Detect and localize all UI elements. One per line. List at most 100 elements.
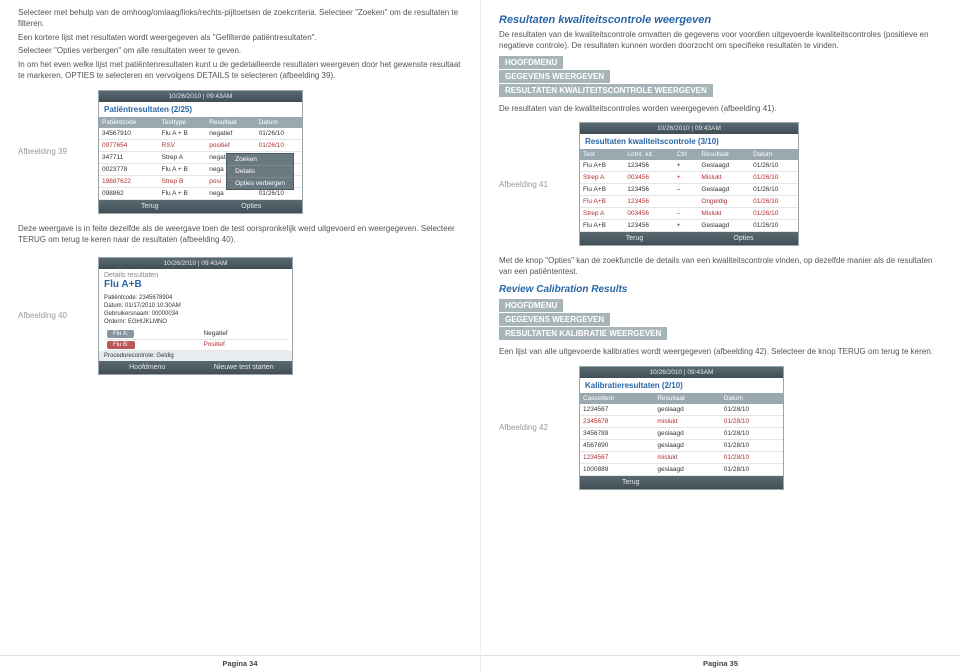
- cell: 123456: [624, 184, 674, 196]
- cell: –: [674, 184, 699, 196]
- col-head: Cassettenr: [580, 393, 654, 404]
- cell: RSV: [159, 139, 207, 151]
- cell: 0977654: [99, 139, 159, 151]
- cell: mislukt: [654, 451, 720, 463]
- flu-b-chip: Flu B:: [107, 341, 135, 349]
- para: Een lijst van alle uitgevoerde kalibrati…: [499, 347, 942, 358]
- crumb: RESULTATEN KWALITEITSCONTROLE WEERGEVEN: [499, 84, 713, 97]
- cell: 01/26/10: [750, 160, 798, 172]
- crumb: RESULTATEN KALIBRATIE WEERGEVEN: [499, 327, 667, 340]
- cell: Geslaagd: [698, 160, 750, 172]
- back-button[interactable]: Terug: [580, 476, 682, 489]
- cell: geslaagd: [654, 427, 720, 439]
- cell: 01/28/10: [721, 415, 783, 427]
- page-right: Resultaten kwaliteitscontrole weergeven …: [480, 0, 960, 672]
- cell: Flu A+B: [580, 196, 624, 208]
- breadcrumb: HOOFDMENU GEGEVENS WEERGEVEN RESULTATEN …: [499, 56, 942, 98]
- table-row[interactable]: Flu A+B123456–Geslaagd01/26/10: [580, 184, 798, 196]
- cell: geslaagd: [654, 439, 720, 451]
- cell: Geslaagd: [698, 184, 750, 196]
- col-head: Lotnr. kit.: [624, 149, 674, 160]
- calib-table: Cassettenr Resultaat Datum 1234567geslaa…: [580, 393, 783, 476]
- table-row[interactable]: 1000889geslaagd01/28/10: [580, 463, 783, 475]
- main-menu-button[interactable]: Hoofdmenu: [99, 361, 196, 374]
- cell: Strep A: [580, 208, 624, 220]
- crumb: HOOFDMENU: [499, 56, 563, 69]
- cell: 19887622: [99, 175, 159, 187]
- result-rows: Flu A: Negatief Flu B: Positief: [99, 329, 292, 351]
- back-button[interactable]: Terug: [99, 200, 201, 213]
- page-number: Pagina 34: [0, 655, 480, 668]
- table-header-row: Cassettenr Resultaat Datum: [580, 393, 783, 404]
- intro-p: Selecteer met behulp van de omhoog/omlaa…: [18, 8, 462, 30]
- cell: 01/26/10: [750, 208, 798, 220]
- cell: 3456789: [580, 427, 654, 439]
- figure-label: Afbeelding 41: [499, 180, 569, 189]
- cell: 01/28/10: [721, 427, 783, 439]
- shot-timestamp: 10/26/2010 | 09:43AM: [580, 123, 798, 134]
- cell: Mislukt: [698, 172, 750, 184]
- ctx-item-hide-options[interactable]: Opties verbergen: [227, 178, 293, 189]
- table-row[interactable]: 1234567mislukt01/28/10: [580, 451, 783, 463]
- cell: 2345678: [580, 415, 654, 427]
- shot-footer: Hoofdmenu Nieuwe test starten: [99, 361, 292, 374]
- mid-para: Deze weergave is in feite dezelfde als d…: [18, 224, 462, 246]
- cell: geslaagd: [654, 463, 720, 475]
- intro-p: Een kortere lijst met resultaten wordt w…: [18, 33, 462, 44]
- table-row[interactable]: 1234567geslaagd01/28/10: [580, 404, 783, 416]
- cell: Flu A+B: [580, 160, 624, 172]
- options-button[interactable]: Opties: [689, 232, 798, 245]
- cell: Ongeldig: [698, 196, 750, 208]
- context-menu: Zoeken Details Opties verbergen: [226, 153, 294, 190]
- figure-42-row: Afbeelding 42 10/26/2010 | 09:43AM Kalib…: [499, 366, 942, 490]
- table-row[interactable]: 34567910Flu A + Bnegatief01/26/10: [99, 128, 302, 140]
- table-row[interactable]: 3456789geslaagd01/28/10: [580, 427, 783, 439]
- figure-label: Afbeelding 40: [18, 311, 88, 320]
- cell: +: [674, 220, 699, 232]
- cell: Strep A: [580, 172, 624, 184]
- options-button[interactable]: Opties: [201, 200, 303, 213]
- cell: +: [674, 160, 699, 172]
- table-row[interactable]: 0977654RSVpositief01/26/10: [99, 139, 302, 151]
- table-row[interactable]: 2345678mislukt01/28/10: [580, 415, 783, 427]
- ctx-item-search[interactable]: Zoeken: [227, 154, 293, 166]
- cell: 01/26/10: [750, 220, 798, 232]
- table-row[interactable]: Strep A003456–Mislukt01/26/10: [580, 208, 798, 220]
- cell: Geslaagd: [698, 220, 750, 232]
- meta-line: Gebruikersnaam: 00000034: [104, 311, 287, 319]
- back-button[interactable]: Terug: [580, 232, 689, 245]
- qc-table: Test Lotnr. kit. Ctrl Resultaat Datum Fl…: [580, 149, 798, 232]
- col-head: Test: [580, 149, 624, 160]
- cell: 01/28/10: [721, 463, 783, 475]
- figure-39-row: Afbeelding 39 10/26/2010 | 09:43AM Patië…: [18, 90, 462, 214]
- cell: 003456: [624, 172, 674, 184]
- table-row[interactable]: Flu A+B123456+Geslaagd01/26/10: [580, 220, 798, 232]
- cell: 123456: [624, 220, 674, 232]
- cell: Mislukt: [698, 208, 750, 220]
- cell: 1234567: [580, 404, 654, 416]
- result-row: Flu B: Positief: [104, 339, 287, 350]
- crumb: GEGEVENS WEERGEVEN: [499, 70, 610, 83]
- table-row[interactable]: Strep A003456+Mislukt01/26/10: [580, 172, 798, 184]
- cell: +: [674, 172, 699, 184]
- col-head: Resultaat: [206, 117, 255, 128]
- cell: [674, 196, 699, 208]
- cell: 4567890: [580, 439, 654, 451]
- ctx-item-details[interactable]: Details: [227, 166, 293, 178]
- flu-a-chip: Flu A:: [107, 330, 134, 338]
- test-name: Flu A+B: [104, 279, 287, 290]
- shot-footer: Terug Opties: [99, 200, 302, 213]
- table-row[interactable]: Flu A+B123456Ongeldig01/26/10: [580, 196, 798, 208]
- shot-title: Resultaten kwaliteitscontrole (3/10): [580, 134, 798, 149]
- cell: 01/28/10: [721, 451, 783, 463]
- table-row[interactable]: 4567890geslaagd01/28/10: [580, 439, 783, 451]
- shot-title: Kalibratieresultaten (2/10): [580, 378, 783, 393]
- details-label: Details resultaten: [104, 272, 287, 279]
- new-test-button[interactable]: Nieuwe test starten: [196, 361, 293, 374]
- screenshot-39: 10/26/2010 | 09:43AM Patiëntresultaten (…: [98, 90, 303, 214]
- figure-label: Afbeelding 42: [499, 423, 569, 432]
- col-head: Resultaat: [654, 393, 720, 404]
- table-row[interactable]: Flu A+B123456+Geslaagd01/26/10: [580, 160, 798, 172]
- cell: 01/28/10: [721, 404, 783, 416]
- cell: Flu A+B: [580, 184, 624, 196]
